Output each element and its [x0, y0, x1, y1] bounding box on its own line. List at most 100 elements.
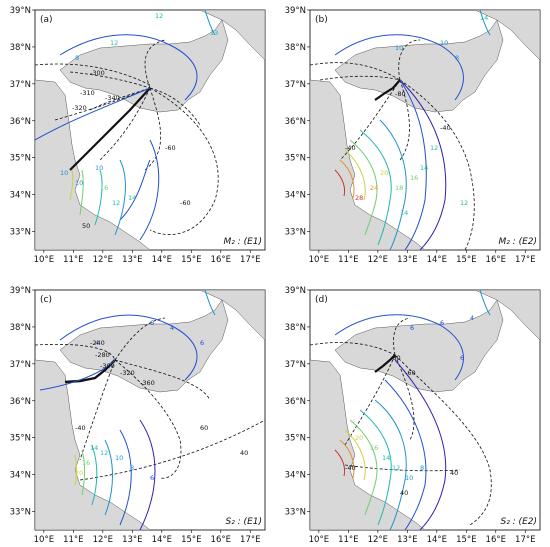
contour-label: -320	[72, 104, 87, 112]
lon-tick-label: 16°E	[486, 255, 506, 265]
contour-label: 8	[130, 464, 134, 472]
contour-label: 8	[75, 54, 79, 62]
lon-tick-label: 14°E	[152, 535, 172, 545]
contour-label: 6	[460, 354, 464, 362]
contour-label: 10	[115, 454, 123, 462]
land-italy	[474, 290, 540, 341]
lat-tick-label: 36°N	[10, 117, 31, 127]
contour-label: -60	[165, 144, 176, 152]
lon-tick-label: 14°E	[152, 255, 172, 265]
lat-tick-label: 37°N	[285, 360, 306, 370]
panel-label-d: (d)	[315, 295, 328, 305]
contour-label: 14	[382, 454, 390, 462]
contour-label: -60	[405, 369, 416, 377]
phase-contours	[35, 317, 265, 481]
lat-tick-label: 37°N	[285, 80, 306, 90]
contour-label: 14	[400, 209, 408, 217]
lon-tick-label: 16°E	[486, 535, 506, 545]
lat-tick-label: 34°N	[285, 471, 306, 481]
land-tunisia	[310, 359, 426, 530]
panel-label-b: (b)	[315, 15, 328, 25]
land-italy	[474, 10, 540, 61]
land-tunisia	[35, 79, 151, 250]
lon-tick-label: 12°E	[93, 255, 113, 265]
land-sicily	[59, 299, 229, 393]
lon-tick-label: 15°E	[456, 535, 476, 545]
phase-contours	[35, 39, 219, 235]
contour-label: -320	[120, 369, 135, 377]
amphidromic-line	[374, 79, 401, 101]
contour-label: 14	[128, 194, 136, 202]
contour-label: 14	[480, 14, 488, 22]
lat-tick-label: 36°N	[285, 397, 306, 407]
lat-tick-label: 39°N	[10, 286, 31, 296]
contour-label: 40	[240, 449, 248, 457]
phase-contours	[310, 39, 475, 250]
map-panel-d	[309, 289, 541, 531]
contour-label: 6	[410, 324, 414, 332]
lat-tick-label: 34°N	[10, 471, 31, 481]
contour-label: -340	[105, 94, 120, 102]
axis-ticks: 10°E 11°E 12°E 13°E 14°E 15°E 16°E 17°E 39°N 38°N…	[10, 6, 536, 545]
lon-tick-label: 14°E	[427, 255, 447, 265]
contour-label: -40	[75, 424, 86, 432]
land-italy	[199, 290, 265, 341]
lon-tick-label: 15°E	[456, 255, 476, 265]
amphidromic-line	[69, 87, 151, 171]
lat-tick-label: 33°N	[10, 508, 31, 518]
lat-tick-label: 38°N	[285, 43, 306, 53]
contour-label: 16	[82, 459, 90, 467]
lat-tick-label: 34°N	[285, 191, 306, 201]
lon-tick-label: 10°E	[34, 255, 54, 265]
lon-tick-label: 10°E	[309, 535, 329, 545]
panel-label-a: (a)	[40, 15, 53, 25]
lat-tick-label: 34°N	[10, 191, 31, 201]
contour-label: 16	[370, 444, 378, 452]
lon-tick-label: 17°E	[240, 535, 260, 545]
contour-label: -80	[395, 90, 406, 98]
contour-label: -40	[345, 144, 356, 152]
map-panel-b	[309, 9, 541, 251]
lon-tick-label: 13°E	[122, 535, 142, 545]
contour-label: 10	[440, 39, 448, 47]
lon-tick-label: 11°E	[338, 255, 358, 265]
contour-label: 14	[90, 444, 98, 452]
contour-label: -60	[180, 199, 191, 207]
lat-tick-label: 37°N	[10, 80, 31, 90]
amphidromic-line	[374, 354, 396, 373]
contour-label: 12	[112, 199, 120, 207]
lat-tick-label: 33°N	[285, 228, 306, 238]
lon-tick-label: 17°E	[515, 535, 535, 545]
lon-tick-label: 15°E	[181, 535, 201, 545]
contour-label: 50	[82, 222, 90, 230]
contour-label: 10	[95, 164, 103, 172]
lat-tick-label: 39°N	[285, 6, 306, 16]
contour-label: 4	[95, 339, 99, 347]
contour-label: 4	[170, 324, 174, 332]
contour-label: -40	[345, 464, 356, 472]
contour-label: 24	[370, 184, 378, 192]
contour-label: 18	[395, 184, 403, 192]
lat-tick-label: 35°N	[10, 154, 31, 164]
lon-tick-label: 16°E	[211, 255, 231, 265]
map-panel-a	[34, 9, 266, 251]
lon-tick-label: 15°E	[181, 255, 201, 265]
lat-tick-label: 39°N	[10, 6, 31, 16]
lon-tick-label: 11°E	[63, 255, 83, 265]
contour-label: -300	[90, 69, 105, 77]
amplitude-contours	[35, 10, 216, 241]
lat-tick-label: 35°N	[285, 154, 306, 164]
contour-label: 12	[430, 144, 438, 152]
land-sicily	[59, 19, 229, 113]
lon-tick-label: 10°E	[34, 535, 54, 545]
lat-tick-label: 38°N	[10, 323, 31, 333]
lon-tick-label: 13°E	[397, 255, 417, 265]
contour-label: 16	[100, 184, 108, 192]
contour-label: -80	[390, 354, 401, 362]
contour-label: 10	[395, 44, 403, 52]
contour-label: 16	[410, 174, 418, 182]
contour-label: 10	[60, 169, 68, 177]
land-tunisia	[310, 79, 426, 250]
lon-tick-label: 10°E	[309, 255, 329, 265]
